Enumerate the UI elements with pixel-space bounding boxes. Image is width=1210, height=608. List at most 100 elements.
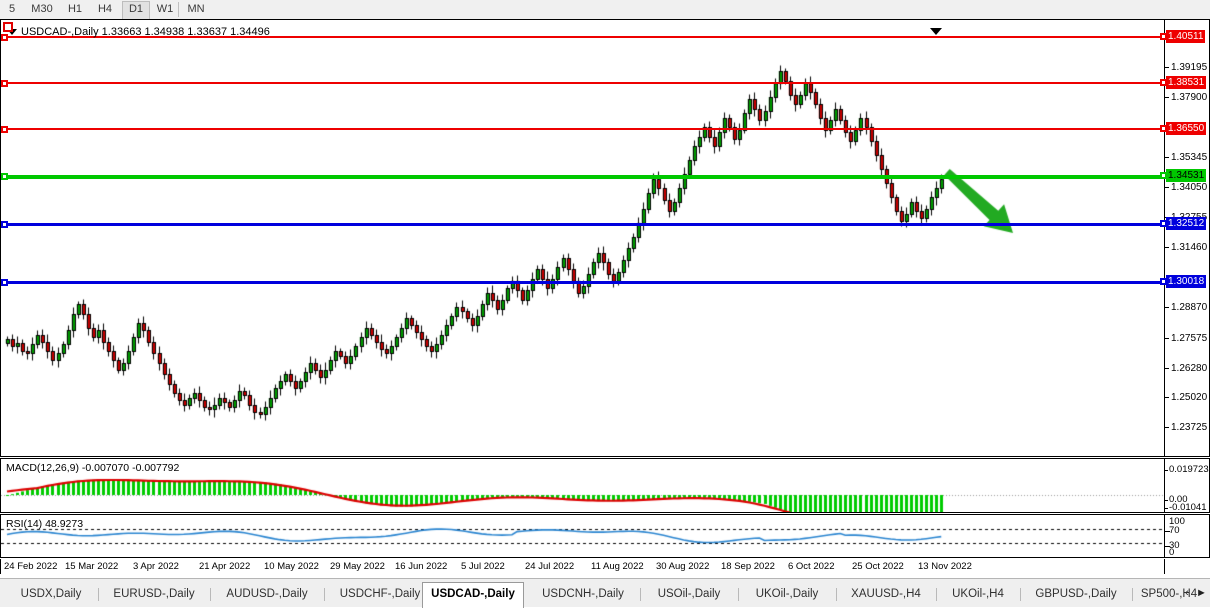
rsi-scale: 100 70 30 0 <box>1165 514 1210 558</box>
time-axis-label: 11 Aug 2022 <box>591 561 644 572</box>
timeframe-button-5[interactable]: 5 <box>8 3 16 15</box>
macd-scale-label: 0.00 <box>1169 494 1188 505</box>
level-line-resistance-3[interactable] <box>1 128 1164 131</box>
symbol-tab-gbpusd--daily[interactable]: GBPUSD-,Daily <box>1035 588 1117 600</box>
level-scale-marker-support-2[interactable] <box>1160 277 1167 285</box>
timeframe-button-mn[interactable]: MN <box>187 3 205 15</box>
macd-scale-tick <box>1165 500 1168 501</box>
level-scale-marker-resistance-2[interactable] <box>1160 79 1167 87</box>
time-axis-label: 15 Mar 2022 <box>65 561 119 572</box>
time-axis-label: 3 Apr 2022 <box>133 561 179 572</box>
price-tick-label: 1.27575 <box>1171 332 1208 344</box>
timeframe-button-h1[interactable]: H1 <box>67 3 83 15</box>
tab-divider <box>1020 588 1021 601</box>
symbol-tab-usdcnh--daily[interactable]: USDCNH-,Daily <box>542 588 624 600</box>
time-axis-label: 6 Oct 2022 <box>788 561 835 572</box>
level-anchor-resistance-3[interactable] <box>1 126 8 134</box>
symbol-ohlc-text: USDCAD-,Daily 1.33663 1.34938 1.33637 1.… <box>21 26 270 39</box>
level-price-label-resistance-2[interactable]: 1.38531 <box>1166 76 1207 90</box>
symbol-tab-ukoil--daily[interactable]: UKOil-,Daily <box>755 588 819 600</box>
level-scale-marker-resistance-3[interactable] <box>1160 125 1167 133</box>
symbol-tab-usdcad--daily[interactable]: USDCAD-,Daily <box>422 582 524 608</box>
rsi-scale-label: 70 <box>1169 525 1180 536</box>
chevron-down-icon[interactable] <box>7 29 17 36</box>
level-anchor-resistance-2[interactable] <box>1 80 8 88</box>
macd-indicator-pane[interactable]: MACD(12,26,9) -0.007070 -0.007792 <box>0 458 1165 513</box>
symbol-tab-usdx-daily[interactable]: USDX,Daily <box>20 588 82 600</box>
tab-divider <box>98 588 99 601</box>
trend-arrow-annotation[interactable] <box>1 20 1164 456</box>
macd-scale-label: -0.01041 <box>1169 502 1207 513</box>
rsi-scale-label: 100 <box>1169 516 1185 527</box>
price-tick <box>1165 367 1169 369</box>
chart-area: USDCAD-,Daily 1.33663 1.34938 1.33637 1.… <box>0 19 1210 574</box>
time-axis[interactable]: 24 Feb 2022 15 Mar 2022 3 Apr 2022 21 Apr 2… <box>0 559 1165 574</box>
level-line-support-2[interactable] <box>1 280 1164 284</box>
time-axis-label: 29 May 2022 <box>330 561 385 572</box>
price-tick-label: 1.25020 <box>1171 392 1208 404</box>
symbol-tab-usoil--daily[interactable]: USOil-,Daily <box>657 588 721 600</box>
level-line-support-1[interactable] <box>1 222 1164 226</box>
price-tick <box>1165 307 1169 309</box>
level-scale-marker-support-1[interactable] <box>1160 219 1167 227</box>
macd-scale: 0.019723 0.00 -0.01041 <box>1165 458 1210 513</box>
level-price-label-support-2[interactable]: 1.30018 <box>1166 274 1207 288</box>
level-line-pivot[interactable] <box>1 175 1164 180</box>
price-tick <box>1165 337 1169 339</box>
symbol-tab-eurusd--daily[interactable]: EURUSD-,Daily <box>113 588 195 600</box>
tab-divider <box>210 588 211 601</box>
level-line-resistance-1[interactable] <box>1 36 1164 39</box>
price-tick <box>1165 397 1169 399</box>
tab-divider <box>324 588 325 601</box>
level-anchor-support-1[interactable] <box>1 220 8 228</box>
price-tick <box>1165 96 1169 98</box>
time-axis-label: 24 Feb 2022 <box>4 561 58 572</box>
time-axis-label: 16 Jun 2022 <box>395 561 448 572</box>
price-tick-label: 1.37900 <box>1171 91 1208 103</box>
level-price-label-resistance-1[interactable]: 1.40511 <box>1166 30 1206 44</box>
level-scale-marker-pivot[interactable] <box>1160 172 1167 180</box>
price-tick-label: 1.26280 <box>1171 362 1208 374</box>
symbol-tab-xauusd--h4[interactable]: XAUUSD-,H4 <box>851 588 921 600</box>
timeframe-button-w1[interactable]: W1 <box>156 3 174 15</box>
price-scale[interactable]: 1.391951.379001.353451.340501.327551.314… <box>1160 19 1210 457</box>
tab-scroll-left-icon[interactable]: ‹ <box>1185 587 1189 599</box>
level-price-label-pivot[interactable]: 1.34531 <box>1166 169 1207 183</box>
macd-scale-tick <box>1165 508 1168 509</box>
timeframe-button-m30[interactable]: M30 <box>31 3 53 15</box>
rsi-indicator-pane[interactable]: RSI(14) 48.9273 <box>0 514 1165 558</box>
price-tick-label: 1.35345 <box>1171 151 1208 163</box>
time-axis-label: 24 Jul 2022 <box>525 561 575 572</box>
price-chart-pane[interactable]: USDCAD-,Daily 1.33663 1.34938 1.33637 1.… <box>0 19 1165 457</box>
level-anchor-support-2[interactable] <box>1 278 8 286</box>
time-axis-label: 5 Jul 2022 <box>461 561 505 572</box>
price-tick-label: 1.39195 <box>1171 61 1208 73</box>
level-line-resistance-2[interactable] <box>1 82 1164 85</box>
symbol-tab-sp500--h4[interactable]: SP500-,H4 <box>1140 588 1198 600</box>
symbol-tab-audusd--daily[interactable]: AUDUSD-,Daily <box>226 588 308 600</box>
tab-divider <box>836 588 837 601</box>
price-tick <box>1165 247 1169 249</box>
price-tick-label: 1.31460 <box>1171 242 1208 254</box>
rsi-scale-label: 0 <box>1169 547 1175 558</box>
level-price-label-resistance-3[interactable]: 1.36550 <box>1166 122 1207 136</box>
rsi-scale-label: 30 <box>1169 540 1180 551</box>
price-tick <box>1165 66 1169 68</box>
time-axis-label: 18 Sep 2022 <box>721 561 775 572</box>
chart-corner-handle[interactable] <box>3 22 13 32</box>
rsi-scale-tick <box>1165 546 1170 547</box>
timeframe-button-d1[interactable]: D1 <box>122 1 150 20</box>
price-tick-label: 1.28870 <box>1171 302 1208 314</box>
level-anchor-pivot[interactable] <box>1 173 8 181</box>
tab-scroll-right-icon[interactable]: ► <box>1196 587 1207 599</box>
symbol-tab-usdchf--daily[interactable]: USDCHF-,Daily <box>339 588 421 600</box>
timeframe-button-h4[interactable]: H4 <box>97 3 113 15</box>
symbol-tab-ukoil--h4[interactable]: UKOil-,H4 <box>952 588 1004 600</box>
macd-canvas <box>1 459 1164 512</box>
macd-title: MACD(12,26,9) -0.007070 -0.007792 <box>6 462 180 474</box>
rsi-title: RSI(14) 48.9273 <box>6 518 84 530</box>
symbol-tab-bar: ‹ ► USDX,Daily EURUSD-,Daily AUDUSD-,Daily… <box>0 578 1210 608</box>
level-price-label-support-1[interactable]: 1.32512 <box>1166 216 1207 230</box>
level-anchor-resistance-1[interactable] <box>1 34 8 42</box>
level-scale-marker-resistance-1[interactable] <box>1160 33 1167 41</box>
